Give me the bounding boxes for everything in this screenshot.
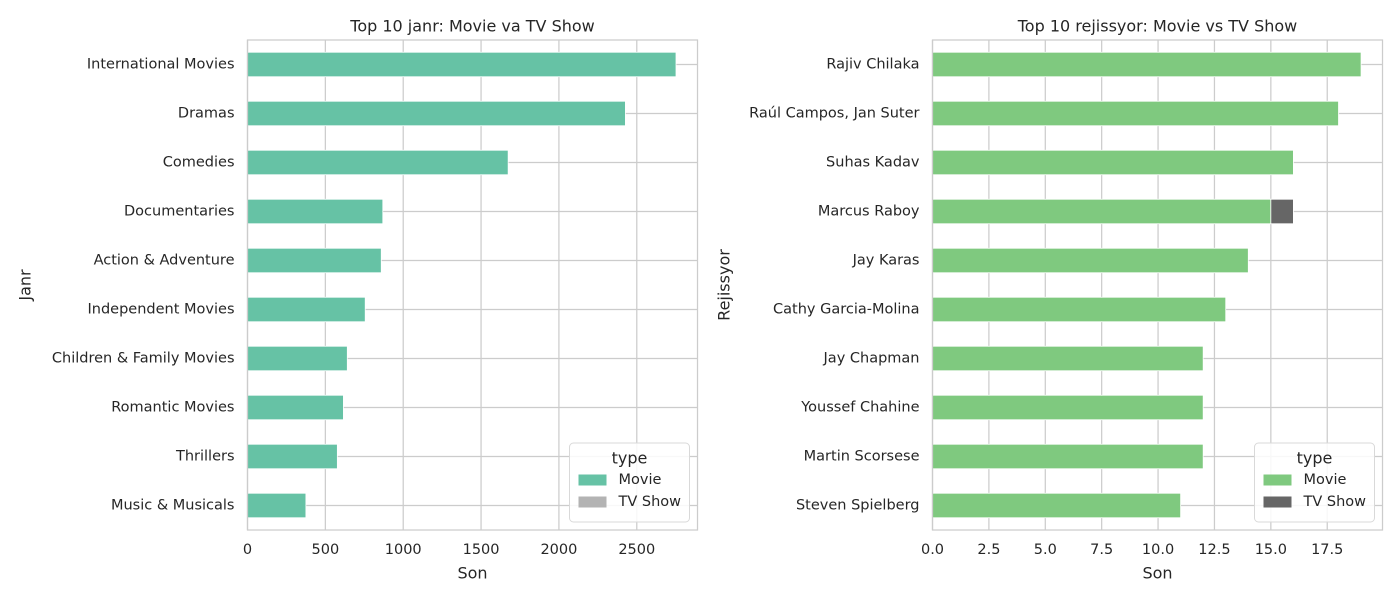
director-x-tick-label: 17.5 — [1311, 542, 1343, 558]
director-x-tick-label: 10.0 — [1142, 542, 1174, 558]
genre-y-tick-label: Music & Musicals — [111, 498, 235, 514]
genre-x-tick-label: 0 — [243, 542, 252, 558]
genre-bar-movie — [247, 149, 509, 176]
genre-legend-swatch-tv-show — [578, 496, 607, 508]
director-bar-tv-show — [1270, 198, 1294, 225]
director-bar-movie — [932, 149, 1294, 176]
director-bar-movie — [932, 394, 1204, 421]
director-x-tick-label: 7.5 — [1090, 542, 1113, 558]
genre-legend-label: TV Show — [618, 494, 682, 510]
genre-x-tick-label: 1500 — [463, 542, 500, 558]
director-bar-movie — [932, 443, 1204, 470]
director-legend-swatch-tv-show — [1263, 496, 1292, 508]
director-bar-movie — [932, 198, 1272, 225]
genre-y-axis-label: Janr — [16, 269, 35, 302]
director-bar-movie — [932, 247, 1249, 274]
genre-y-tick-label: Children & Family Movies — [52, 351, 235, 367]
director-y-tick-label: Jay Karas — [852, 253, 920, 269]
director-x-tick-label: 5.0 — [1034, 542, 1057, 558]
director-axes-frame — [931, 39, 1384, 531]
genre-y-tick-label: Documentaries — [124, 204, 234, 220]
director-bar-movie — [932, 51, 1362, 78]
genre-y-tick-label: Action & Adventure — [94, 253, 235, 269]
director-bar-movie — [932, 492, 1182, 519]
director-bar-movie — [932, 296, 1227, 323]
director-y-tick-label: Raúl Campos, Jan Suter — [749, 106, 919, 122]
director-y-tick-label: Martin Scorsese — [804, 449, 920, 465]
director-bar-movie — [932, 345, 1204, 372]
genre-bar-movie — [247, 51, 677, 78]
genre-x-tick-label: 1000 — [385, 542, 422, 558]
director-y-tick-label: Youssef Chahine — [800, 400, 919, 416]
genre-bar-movie — [247, 198, 384, 225]
genre-bar-movie — [247, 443, 338, 470]
director-y-tick-label: Marcus Raboy — [818, 204, 920, 220]
genre-y-tick-label: Comedies — [163, 155, 235, 171]
genre-x-tick-label: 2000 — [540, 542, 577, 558]
director-legend-title: type — [1297, 449, 1333, 468]
genre-y-tick-label: Thrillers — [175, 449, 235, 465]
director-x-tick-label: 15.0 — [1255, 542, 1287, 558]
director-chart-title: Top 10 rejissyor: Movie vs TV Show — [1017, 17, 1298, 36]
genre-y-tick-label: International Movies — [87, 57, 235, 73]
genre-legend-title: type — [612, 449, 648, 468]
director-y-tick-label: Cathy Garcia-Molina — [773, 302, 919, 318]
director-legend-label: TV Show — [1303, 494, 1367, 510]
genre-legend-swatch-movie — [578, 474, 607, 486]
genre-y-tick-label: Dramas — [178, 106, 235, 122]
director-x-axis-label: Son — [1142, 564, 1172, 583]
director-y-tick-label: Jay Chapman — [823, 351, 920, 367]
director-bar-movie — [932, 100, 1339, 127]
genre-bar-movie — [247, 492, 307, 519]
genre-x-tick-label: 500 — [312, 542, 340, 558]
director-y-tick-label: Suhas Kadav — [826, 155, 920, 171]
genre-axes-frame — [246, 39, 699, 531]
director-y-axis-label: Rejissyor — [715, 249, 734, 321]
genre-chart-title: Top 10 janr: Movie va TV Show — [349, 17, 594, 36]
genre-x-tick-label: 2500 — [618, 542, 655, 558]
genre-y-tick-label: Independent Movies — [88, 302, 235, 318]
genre-bar-movie — [247, 247, 382, 274]
director-y-tick-label: Steven Spielberg — [796, 498, 920, 514]
director-x-tick-label: 12.5 — [1198, 542, 1230, 558]
genre-legend-label: Movie — [619, 472, 662, 488]
genre-y-tick-label: Romantic Movies — [111, 400, 234, 416]
genre-bar-movie — [247, 296, 366, 323]
director-x-tick-label: 2.5 — [977, 542, 1000, 558]
genre-x-axis-label: Son — [457, 564, 487, 583]
genre-bar-movie — [247, 100, 626, 127]
genre-bar-movie — [247, 345, 348, 372]
director-legend-swatch-movie — [1263, 474, 1292, 486]
director-legend-label: Movie — [1304, 472, 1347, 488]
genre-bar-movie — [247, 394, 344, 421]
director-x-tick-label: 0.0 — [921, 542, 944, 558]
director-y-tick-label: Rajiv Chilaka — [826, 57, 919, 73]
